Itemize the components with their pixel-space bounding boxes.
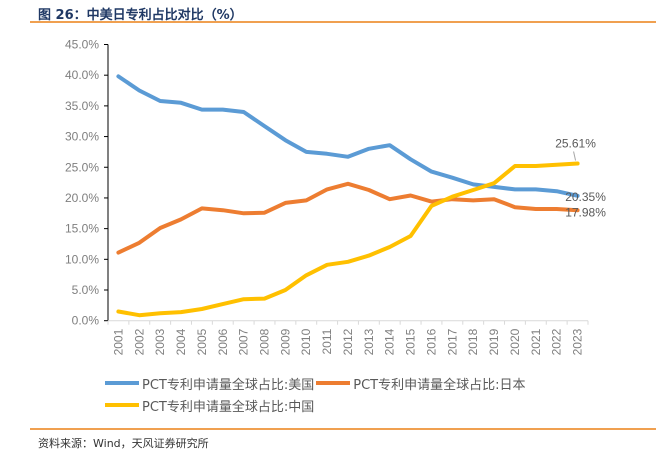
y-tick-label: 30.0% [65,130,99,144]
title-divider [30,21,656,23]
x-tick-label: 2014 [383,328,397,355]
x-tick-label: 2011 [320,328,334,354]
end-value-label: 25.61% [555,137,596,151]
series-line-0 [116,74,580,198]
x-tick-label: 2009 [278,328,292,355]
x-axis: 2001 2002 2003 2004 2005 2006 2007 2008 2009 2010… [107,320,589,355]
x-tick-label: 2020 [508,328,522,355]
legend-swatch [316,381,351,385]
source-note: 资料来源：Wind，天风证券研究所 [38,437,209,450]
series-group [116,74,580,318]
x-tick-label: 2001 [111,328,125,355]
x-tick-label: 2003 [153,328,167,355]
x-tick-label: 2007 [237,328,251,355]
figure-title: 图 26：中美日专利占比对比（%） [38,8,243,23]
x-tick-label: 2010 [299,328,313,355]
x-tick-label: 2015 [404,328,418,355]
legend-item: PCT专利申请量全球占比:中国 [105,394,314,416]
x-tick-label: 2013 [362,328,376,355]
leader-line [573,151,577,161]
end-value-label: 20.35% [565,190,606,204]
x-tick-label: 2008 [258,328,272,355]
legend-item: PCT专利申请量全球占比:日本 [316,372,526,394]
x-tick-label: 2006 [216,328,230,355]
x-tick-label: 2004 [174,328,188,355]
y-tick-label: 20.0% [65,191,99,205]
x-tick-label: 2017 [445,328,459,355]
legend-swatch [105,381,139,385]
legend-label: PCT专利申请量全球占比:中国 [142,399,315,415]
series-line-2 [116,161,580,318]
x-tick-label: 2002 [132,328,146,355]
x-tick-label: 2005 [195,328,209,355]
x-tick-label: 2016 [424,328,438,355]
data-labels: 20.35%17.98% 25.61% [555,137,606,220]
y-tick-label: 15.0% [65,222,99,236]
end-value-label: 17.98% [565,205,606,219]
x-tick-label: 2012 [341,328,355,355]
y-tick-label: 35.0% [65,99,99,113]
y-tick-label: 10.0% [65,252,99,266]
x-tick-label: 2023 [571,328,585,355]
y-axis: 0.0% 5.0% 10.0% 15.0% 20.0% 25.0% 30.0% 35.0% 40… [65,38,109,328]
x-tick-label: 2018 [466,328,480,355]
y-tick-label: 5.0% [72,283,100,297]
x-tick-label: 2021 [529,328,543,355]
y-tick-label: 25.0% [65,160,99,174]
source-divider [30,428,656,430]
x-tick-label: 2022 [550,328,564,355]
x-tick-label: 2019 [487,328,501,355]
y-tick-label: 45.0% [65,38,99,52]
legend-label: PCT专利申请量全球占比:美国 [142,377,315,393]
y-tick-label: 40.0% [65,68,99,82]
legend: PCT专利申请量全球占比:美国 PCT专利申请量全球占比:日本 PCT专利申请量全球… [105,372,605,416]
legend-label: PCT专利申请量全球占比:日本 [353,377,526,393]
y-tick-label: 0.0% [72,314,100,328]
line-chart: 0.0% 5.0% 10.0% 15.0% 20.0% 25.0% 30.0% 35.0% 40… [65,38,606,356]
series-line-1 [116,181,580,255]
legend-item: PCT专利申请量全球占比:美国 [105,372,314,394]
legend-swatch [105,403,139,407]
